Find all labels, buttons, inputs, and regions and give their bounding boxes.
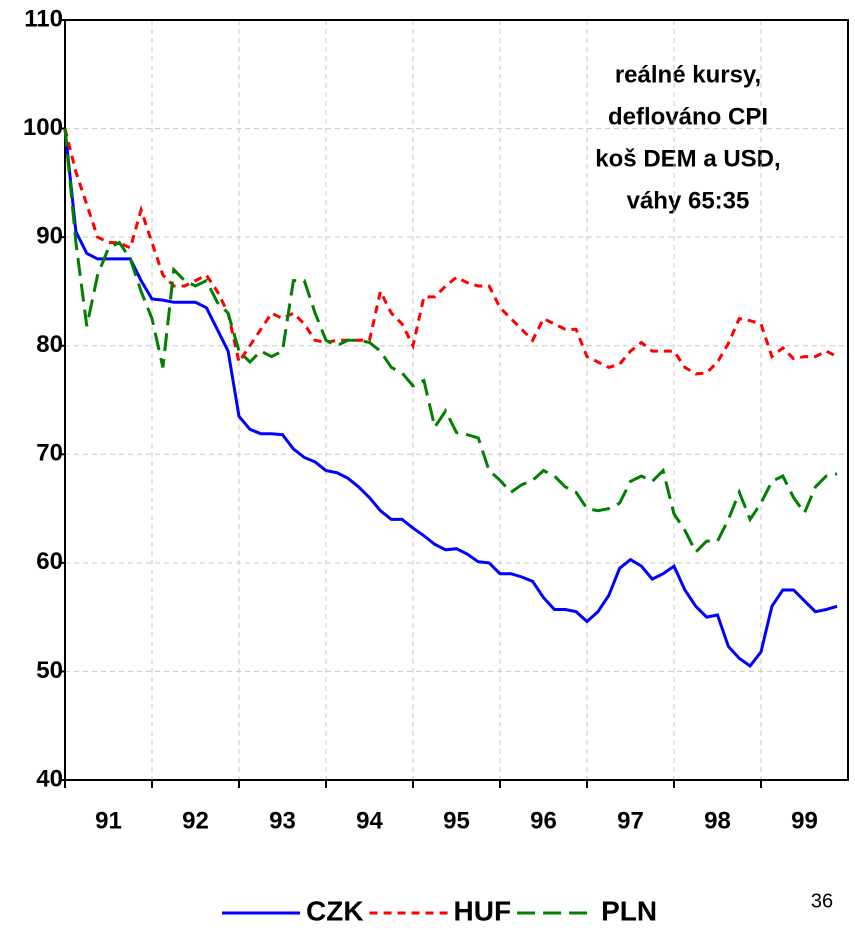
y-tick-label: 80: [36, 331, 63, 358]
x-tick-label: 92: [182, 807, 209, 834]
y-tick-label: 50: [36, 657, 63, 684]
x-tick-label: 99: [791, 807, 818, 834]
line-series: [63, 128, 838, 669]
y-tick-label: 90: [36, 222, 63, 249]
legend-label: PLN: [601, 895, 657, 926]
y-tick-label: 40: [36, 765, 63, 792]
x-tick-label: 91: [95, 807, 122, 834]
plot-frame: [64, 19, 849, 781]
x-tick-label: 95: [443, 807, 470, 834]
annotation: deflováno CPI: [608, 103, 768, 130]
legend-label: HUF: [454, 895, 512, 926]
y-tick-label: 110: [24, 5, 63, 32]
x-tick-label: 94: [356, 807, 383, 834]
annotation: reálné kursy,: [615, 61, 761, 88]
x-tick-label: 96: [530, 807, 557, 834]
line-series: [63, 128, 838, 555]
x-tick-label: 98: [704, 807, 731, 834]
x-tick-label: 97: [617, 807, 644, 834]
line-series: [63, 128, 838, 376]
legend-label: CZK: [306, 895, 364, 926]
y-tick-label: 100: [23, 114, 63, 141]
x-tick-label: 93: [269, 807, 296, 834]
annotation: koš DEM a USD,: [595, 145, 780, 172]
y-tick-label: 70: [36, 440, 63, 467]
page-number: 36: [811, 890, 833, 912]
y-tick-label: 60: [36, 548, 63, 575]
annotation: váhy 65:35: [627, 187, 750, 214]
